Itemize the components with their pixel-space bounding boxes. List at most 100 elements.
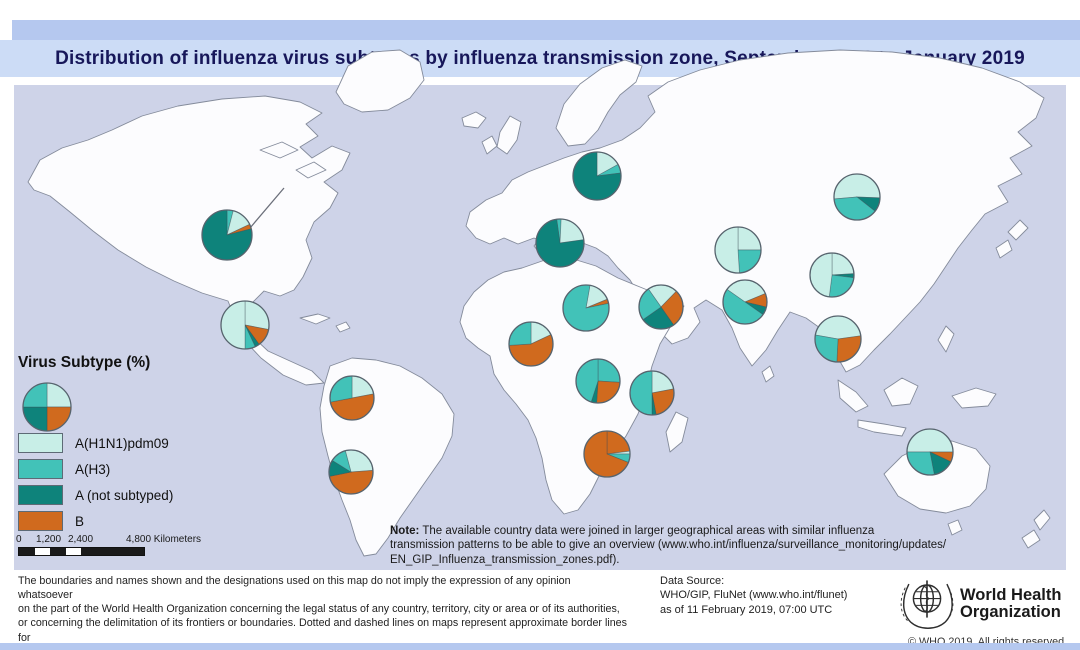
legend-label-b: B: [75, 513, 85, 529]
note-label: Note:: [390, 525, 420, 537]
pie-outline: [722, 279, 768, 325]
pie-outline: [562, 284, 610, 332]
top-border-strip: [12, 20, 1080, 40]
land-sri-lanka: [761, 365, 775, 383]
legend-item-a-not-subtyped: A (not subtyped): [18, 482, 173, 508]
pie-eastern-europe-central-asia: [714, 226, 762, 274]
land-philippines: [937, 325, 955, 353]
pie-outline: [22, 382, 72, 432]
pie-outline: [714, 226, 762, 274]
pie-charts-layer: [22, 151, 954, 495]
pie-outline: [906, 428, 954, 476]
who-logo-block: World Health Organization © WHO 2019. Al…: [898, 575, 1074, 648]
pie-outline: [329, 375, 375, 421]
legend-label-a-not-subtyped: A (not subtyped): [75, 487, 174, 503]
land-new-zealand-north: [1033, 509, 1051, 531]
legend-swatch-h1n1: [18, 433, 63, 453]
land-new-zealand-south: [1021, 529, 1041, 549]
pie-outline: [638, 284, 684, 330]
pie-outline: [572, 151, 622, 201]
legend-label-h3: A(H3): [75, 461, 111, 477]
land-ireland: [481, 135, 498, 155]
scale-segment: [35, 548, 50, 555]
land-new-guinea: [951, 387, 997, 409]
legend-item-h1n1: A(H1N1)pdm09: [18, 430, 173, 456]
note-text: The available country data were joined i…: [390, 525, 947, 566]
legend-swatch-b: [18, 511, 63, 531]
pie-middle-africa: [575, 358, 621, 404]
land-hispaniola: [335, 321, 351, 333]
pie-north-africa: [562, 284, 610, 332]
land-eurasia: [465, 49, 1045, 373]
scale-bar: 0 1,200 2,400 4,800 Kilometers: [14, 534, 224, 562]
scale-label-2400: 2,400: [68, 534, 94, 545]
map-note: Note: The available country data were jo…: [390, 524, 955, 567]
land-java: [857, 419, 907, 437]
pie-legend-sample: [22, 382, 72, 432]
pie-eastern-asia: [809, 252, 855, 298]
legend-item-h3: A(H3): [18, 456, 173, 482]
scale-segment: [81, 548, 144, 555]
scale-label-1200: 1,200: [36, 534, 62, 545]
pie-outline: [629, 370, 675, 416]
land-great-britain: [496, 115, 522, 155]
land-iceland: [461, 111, 487, 129]
land-scandinavia: [555, 59, 643, 147]
land-arctic-island-2: [295, 161, 327, 179]
scale-label-0: 0: [16, 534, 22, 545]
pie-oceania: [906, 428, 954, 476]
pie-northern-asia: [833, 173, 881, 221]
legend-title: Virus Subtype (%): [18, 354, 151, 371]
pie-western-africa: [508, 321, 554, 367]
pie-eastern-africa: [629, 370, 675, 416]
pie-outline: [833, 173, 881, 221]
pie-western-europe: [535, 218, 585, 268]
scale-segment: [66, 548, 81, 555]
who-name-line2: Organization: [960, 603, 1061, 621]
pie-outline: [583, 430, 631, 478]
pie-outline: [328, 449, 374, 495]
legend-swatch-a-not-subtyped: [18, 485, 63, 505]
who-emblem-icon: [900, 580, 954, 629]
pie-southern-asia: [722, 279, 768, 325]
pie-north-america: [201, 209, 253, 261]
scale-bar-graphic: [18, 547, 145, 556]
pie-outline: [809, 252, 855, 298]
scale-label-4800: 4,800 Kilometers: [126, 534, 202, 545]
pie-south-east-asia: [814, 315, 862, 363]
scale-segment: [19, 548, 35, 555]
pie-outline: [575, 358, 621, 404]
land-madagascar: [665, 411, 689, 453]
pie-tropical-south-america: [329, 375, 375, 421]
pie-mexico-central-america: [220, 300, 270, 350]
pie-outline: [220, 300, 270, 350]
pie-temperate-south-america: [328, 449, 374, 495]
boundaries-disclaimer: The boundaries and names shown and the d…: [18, 575, 627, 650]
scale-segment: [50, 548, 66, 555]
legend-swatch-h3: [18, 459, 63, 479]
legend-item-b: B: [18, 508, 173, 534]
pie-outline: [535, 218, 585, 268]
pie-outline: [201, 209, 253, 261]
legend: A(H1N1)pdm09 A(H3) A (not subtyped) B: [18, 430, 173, 534]
land-north-america: [27, 95, 351, 386]
land-japan-north: [1007, 219, 1029, 241]
land-sumatra: [837, 379, 869, 413]
pie-western-asia: [638, 284, 684, 330]
land-cuba: [299, 313, 331, 325]
bottom-border-strip: [0, 643, 1080, 650]
land-greenland: [335, 49, 425, 113]
pie-southern-africa: [583, 430, 631, 478]
pie-northern-europe: [572, 151, 622, 201]
leader-line-north-america: [249, 187, 285, 229]
pie-outline: [814, 315, 862, 363]
data-source: Data Source: WHO/GIP, FluNet (www.who.in…: [660, 575, 848, 616]
pie-outline: [508, 321, 554, 367]
land-arctic-island-1: [259, 141, 299, 159]
land-tasmania: [947, 519, 963, 536]
land-borneo: [883, 377, 919, 407]
land-japan-south: [995, 239, 1013, 259]
who-name-line1: World Health: [960, 585, 1062, 604]
